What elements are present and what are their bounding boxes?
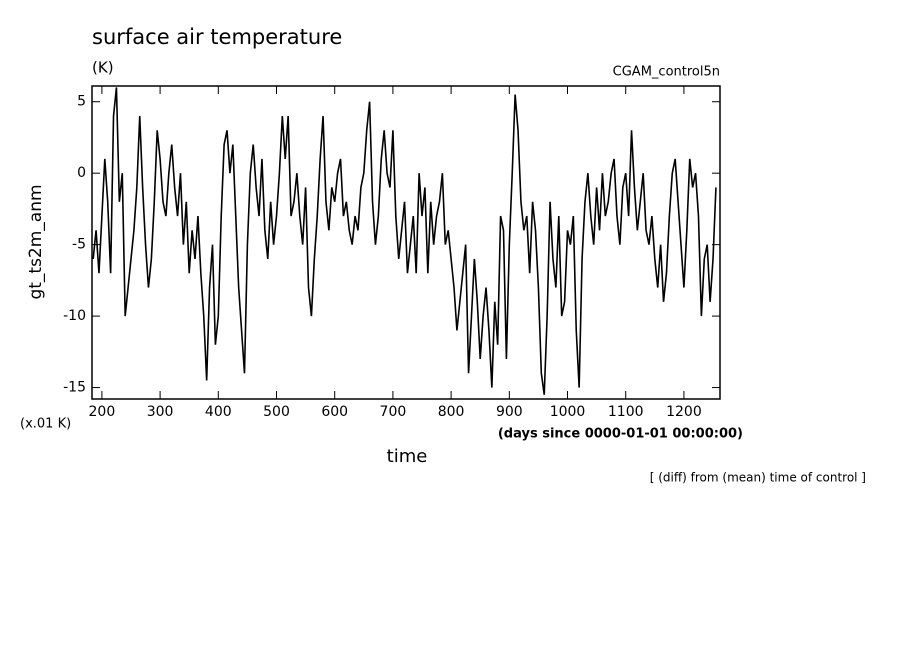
y-tick-label: -5 — [72, 237, 86, 253]
y-axis-label: gt_ts2m_anm — [26, 184, 46, 299]
y-tick-label: 5 — [77, 94, 86, 110]
x-tick-label: 500 — [263, 404, 290, 420]
units: (K) — [92, 59, 114, 77]
x-tick-label: 900 — [496, 404, 523, 420]
x-tick-label: 800 — [438, 404, 465, 420]
x-tick-label: 1200 — [666, 404, 702, 420]
x-tick-label: 700 — [380, 404, 407, 420]
y-tick-label: 0 — [77, 165, 86, 181]
x-tick-label: 400 — [205, 404, 232, 420]
run-label: CGAM_control5n — [613, 65, 720, 80]
x-tick-label: 1100 — [608, 404, 644, 420]
x-tick-label: 300 — [147, 404, 174, 420]
y-tick-label: -15 — [63, 380, 86, 396]
data-line — [92, 87, 717, 395]
plot-frame — [91, 85, 721, 400]
x-axis-label: time — [387, 446, 428, 467]
x-units: (days since 0000-01-01 00:00:00) — [498, 427, 743, 442]
y-tick-label: -10 — [63, 308, 86, 324]
chart-title: surface air temperature — [92, 25, 342, 49]
scale-note: (x.01 K) — [20, 417, 71, 432]
x-tick-label: 600 — [321, 404, 348, 420]
footnote: [ (diff) from (mean) time of control ] — [650, 471, 866, 485]
x-tick-label: 1000 — [550, 404, 586, 420]
x-tick-label: 200 — [89, 404, 116, 420]
